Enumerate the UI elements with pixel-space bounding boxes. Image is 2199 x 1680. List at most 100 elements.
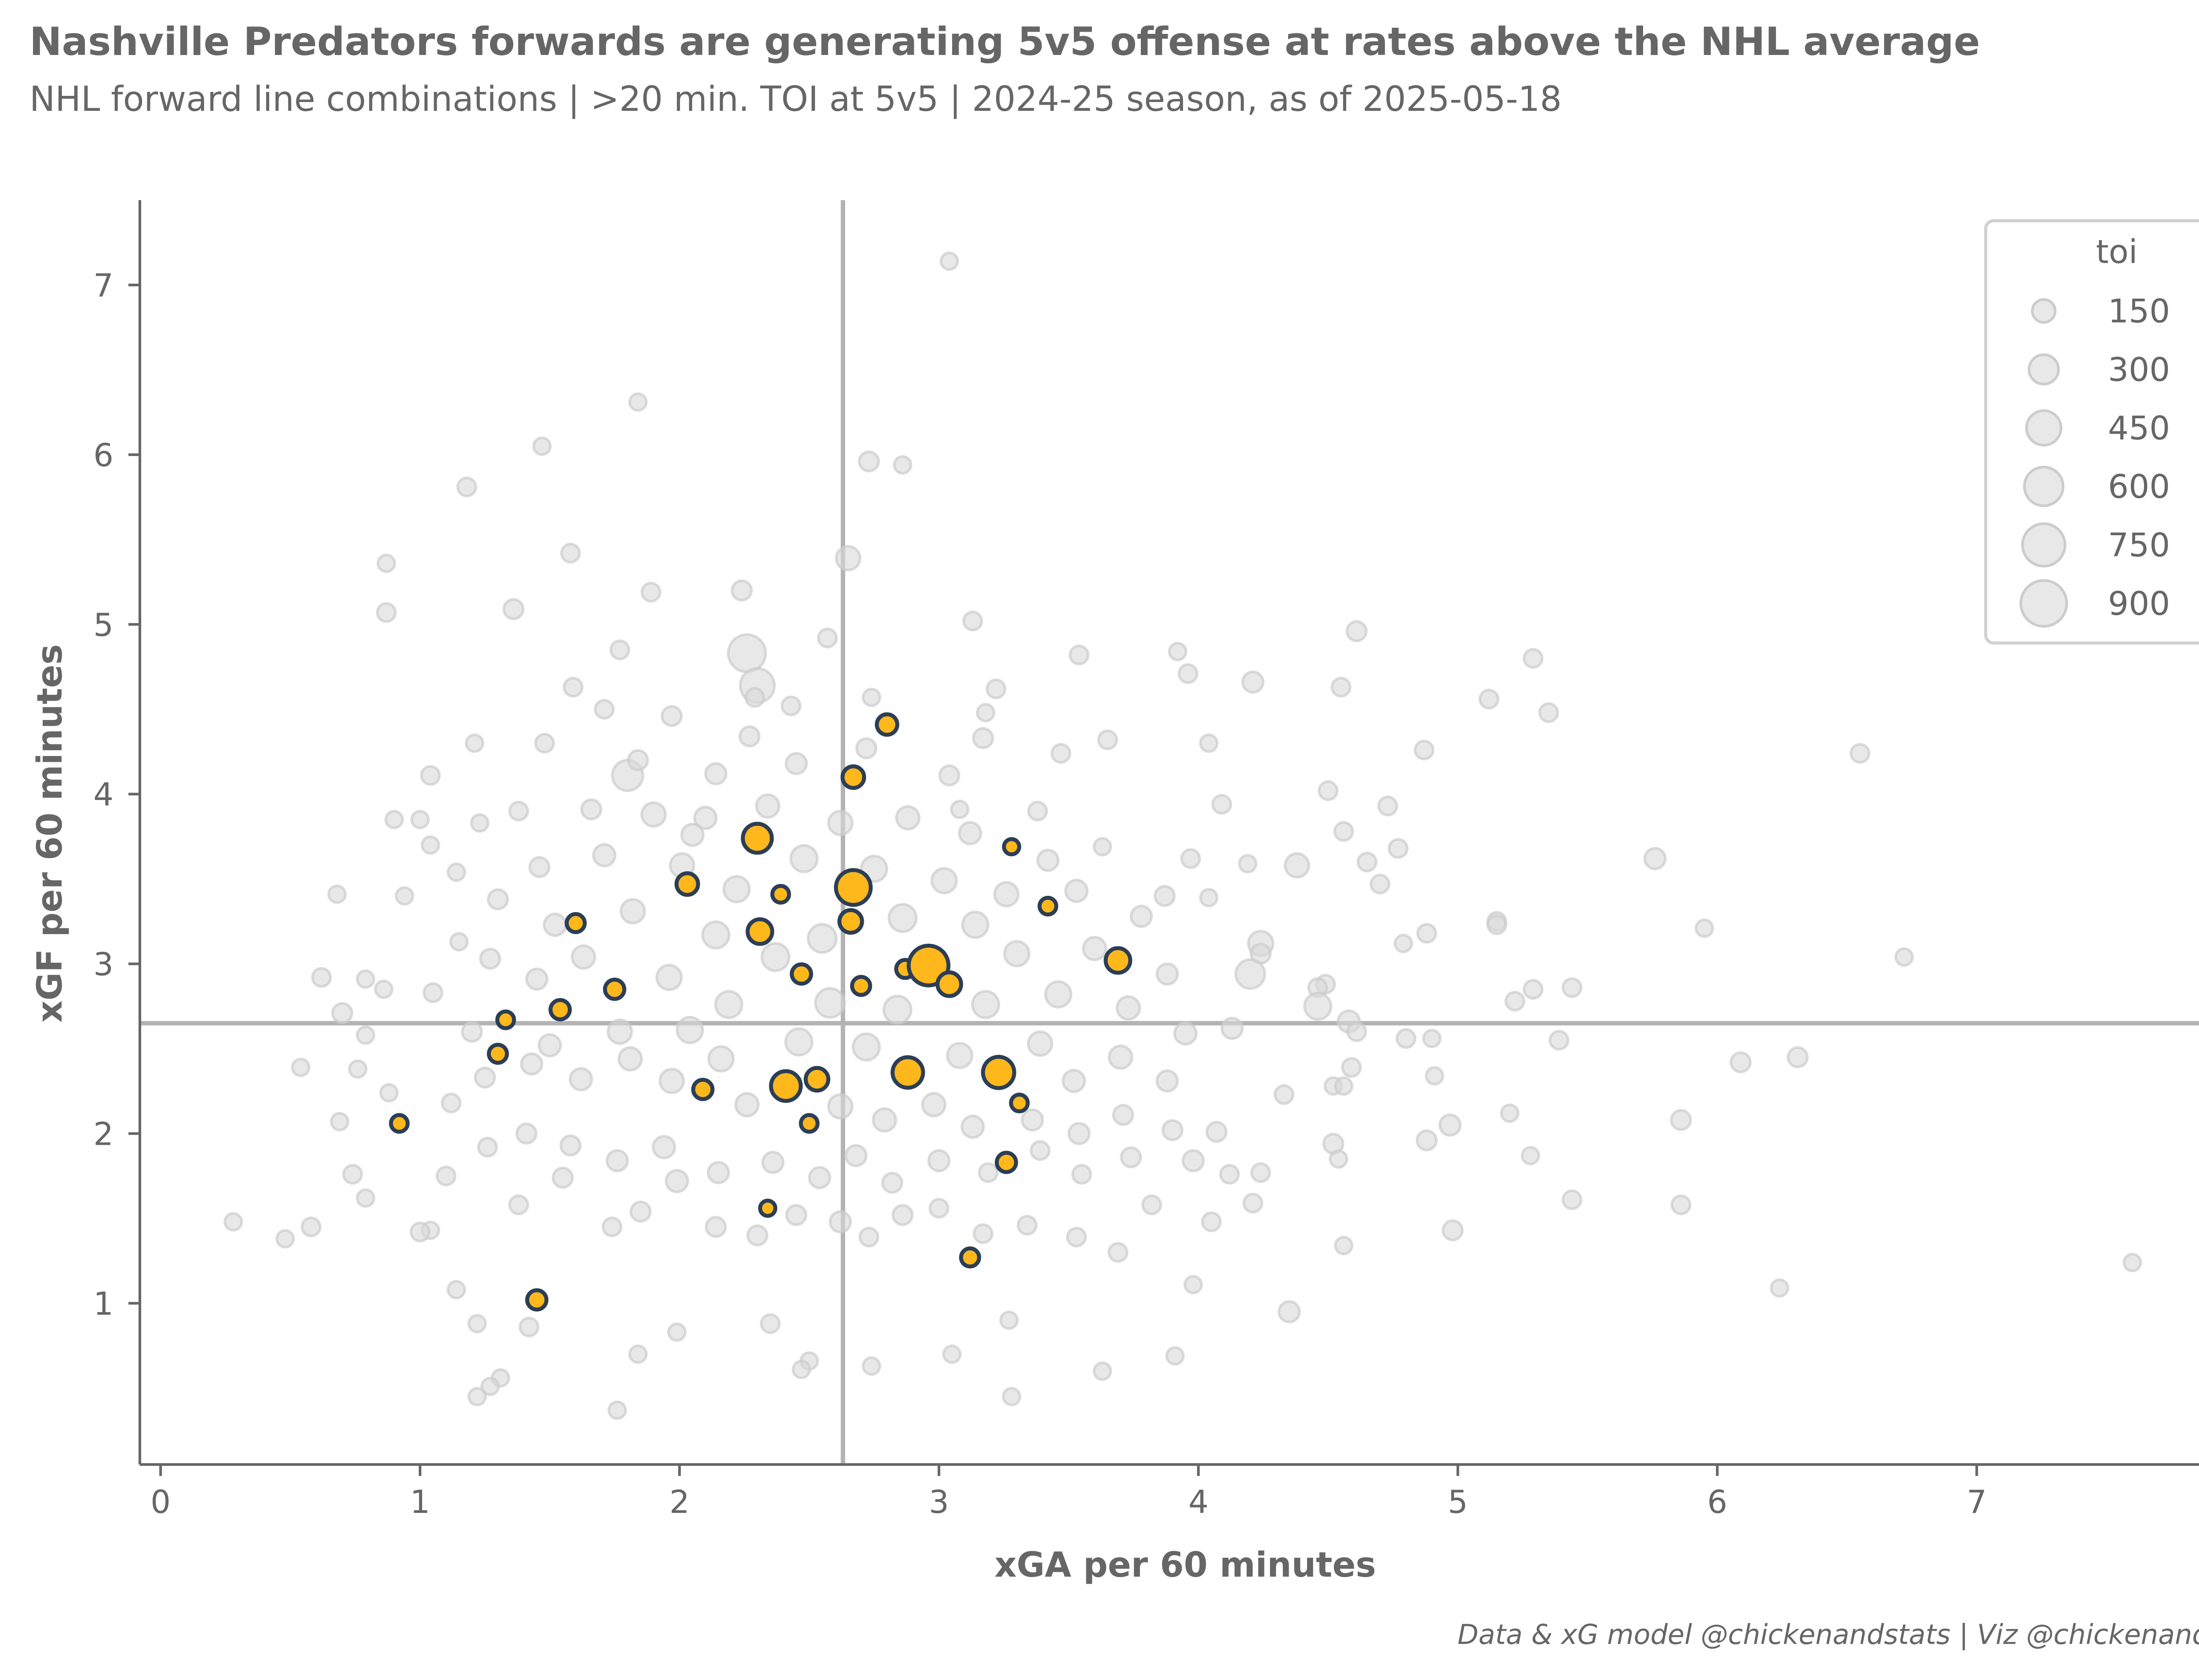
league-point xyxy=(520,1052,544,1076)
league-point xyxy=(528,856,551,878)
league-point xyxy=(827,1093,854,1120)
league-point xyxy=(1120,1146,1142,1169)
league-point xyxy=(525,968,548,991)
league-point xyxy=(792,1359,811,1379)
league-point xyxy=(1479,689,1500,710)
league-point xyxy=(1520,1146,1540,1165)
league-point xyxy=(1356,851,1377,873)
league-point xyxy=(409,1221,431,1242)
y-tick-label: 5 xyxy=(93,606,113,643)
league-point xyxy=(1334,1076,1354,1096)
legend-marker xyxy=(2031,298,2057,324)
league-point xyxy=(882,994,913,1025)
league-point xyxy=(755,793,781,819)
league-point xyxy=(569,1067,593,1092)
team-point xyxy=(906,943,951,988)
x-tick-label: 5 xyxy=(1448,1483,1468,1520)
league-point xyxy=(1050,743,1071,764)
league-point xyxy=(844,1144,868,1167)
league-point xyxy=(814,987,846,1019)
team-point xyxy=(1002,837,1021,857)
league-point xyxy=(628,392,648,412)
league-point xyxy=(781,695,802,716)
legend-label: 750 xyxy=(2108,526,2170,564)
league-point xyxy=(1770,1278,1790,1298)
league-point xyxy=(1068,644,1090,665)
league-point xyxy=(1238,854,1257,873)
league-point xyxy=(731,579,753,602)
league-point xyxy=(705,1216,727,1238)
league-point xyxy=(1220,1016,1244,1040)
y-axis-label: xGF per 60 minutes xyxy=(30,644,70,1023)
league-point xyxy=(1027,800,1048,822)
league-point xyxy=(1211,794,1232,815)
league-point xyxy=(1505,990,1526,1012)
league-point xyxy=(1561,977,1582,998)
league-point xyxy=(1388,838,1409,859)
league-point xyxy=(939,251,959,271)
league-point xyxy=(1044,980,1073,1009)
league-point xyxy=(1416,1129,1438,1151)
league-point xyxy=(420,835,440,855)
league-point xyxy=(423,982,444,1003)
league-point xyxy=(704,762,727,785)
league-point xyxy=(1180,848,1201,869)
league-point xyxy=(464,733,484,753)
team-point xyxy=(1009,1092,1030,1114)
league-point xyxy=(311,967,332,988)
legend-marker xyxy=(2023,465,2065,508)
league-point xyxy=(978,1162,999,1183)
league-point xyxy=(1377,796,1399,817)
league-point xyxy=(1108,1045,1133,1070)
team-point xyxy=(1037,895,1059,917)
league-point xyxy=(1030,1140,1051,1161)
league-point xyxy=(928,1198,950,1219)
team-points xyxy=(389,712,1132,1312)
league-point xyxy=(580,798,603,821)
league-point xyxy=(640,581,661,603)
y-tick-label: 1 xyxy=(93,1285,113,1322)
league-point xyxy=(862,687,881,707)
league-point xyxy=(950,800,970,819)
legend-label: 150 xyxy=(2108,292,2170,330)
league-point xyxy=(785,1204,807,1226)
league-point xyxy=(872,1107,897,1133)
league-point xyxy=(435,1165,457,1187)
league-point xyxy=(962,610,983,632)
league-point xyxy=(1395,1028,1417,1049)
league-point xyxy=(606,1019,633,1045)
chart-title: Nashville Predators forwards are generat… xyxy=(29,19,1980,64)
league-point xyxy=(789,844,819,873)
league-point xyxy=(1422,1029,1442,1048)
league-point xyxy=(1561,1189,1582,1210)
league-point xyxy=(1241,670,1264,694)
league-point xyxy=(1071,1164,1092,1185)
league-point xyxy=(2122,1253,2142,1272)
league-point xyxy=(1141,1194,1162,1216)
league-point xyxy=(441,1092,462,1114)
league-point xyxy=(895,805,921,831)
team-point xyxy=(890,1055,925,1090)
league-point xyxy=(667,1322,687,1342)
league-point xyxy=(1523,648,1544,669)
league-point xyxy=(1021,1108,1044,1132)
league-point xyxy=(532,436,552,456)
legend-marker xyxy=(2025,409,2063,447)
league-point xyxy=(652,1135,676,1159)
y-tick-label: 3 xyxy=(93,946,113,983)
x-axis-label: xGA per 60 minutes xyxy=(994,1545,1376,1585)
league-point xyxy=(467,1387,487,1406)
plot-area: 0 1 2 3 4 5 6 7 1 2 3 4 5 6 7 xyxy=(93,200,2199,1520)
league-point xyxy=(395,886,414,906)
credit-text: Data & xG model @chickenandstats | Viz @… xyxy=(1457,1618,2199,1651)
league-point xyxy=(817,628,838,649)
league-point xyxy=(560,543,581,564)
league-point xyxy=(961,1114,985,1139)
team-point xyxy=(959,1246,981,1269)
league-point xyxy=(999,1310,1019,1330)
team-point xyxy=(789,962,813,986)
league-point xyxy=(1205,1121,1228,1143)
league-point xyxy=(851,1032,881,1062)
league-point xyxy=(807,923,838,954)
